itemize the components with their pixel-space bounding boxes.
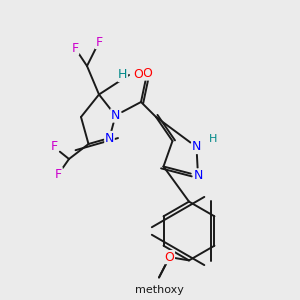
Text: N: N	[192, 140, 201, 154]
Text: methoxy: methoxy	[0, 299, 1, 300]
Text: O: O	[134, 68, 143, 82]
Text: H: H	[209, 134, 217, 145]
Text: N: N	[105, 131, 114, 145]
Text: F: F	[50, 140, 58, 154]
Text: O: O	[142, 67, 152, 80]
Text: H: H	[118, 68, 128, 82]
Text: methoxy: methoxy	[0, 299, 1, 300]
Text: methoxy: methoxy	[135, 285, 183, 295]
Text: F: F	[55, 167, 62, 181]
Text: O: O	[165, 250, 174, 264]
Text: N: N	[111, 109, 120, 122]
Text: N: N	[193, 169, 203, 182]
Text: F: F	[71, 41, 79, 55]
Text: F: F	[95, 35, 103, 49]
